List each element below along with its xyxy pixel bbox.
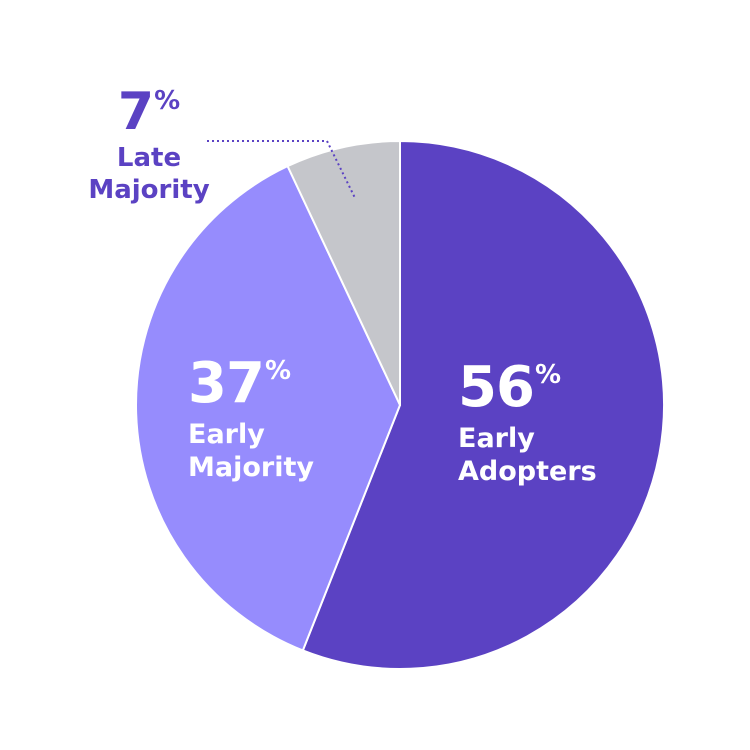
early-adopters-name-line-2: Adopters xyxy=(458,456,597,487)
late-majority-label: 7 % Late Majority xyxy=(84,86,214,206)
late-majority-name-line-1: Late xyxy=(116,143,182,173)
early-majority-percent: 37 xyxy=(188,351,265,416)
pie-slice-early-majority xyxy=(135,165,401,652)
pie-slice-early-adopters xyxy=(301,140,665,670)
early-majority-percent-sign: % xyxy=(264,356,291,386)
late-majority-callout-line xyxy=(207,140,356,199)
early-majority-name-line-2: Majority xyxy=(188,452,314,483)
late-majority-percent: 7 xyxy=(117,82,154,142)
late-majority-name-line-2: Majority xyxy=(88,175,210,205)
early-adopters-percent: 56 xyxy=(458,355,535,420)
early-adopters-label: 56 % Early Adopters xyxy=(458,360,597,488)
late-majority-percent-sign: % xyxy=(154,86,181,116)
early-majority-label: 37 % Early Majority xyxy=(188,356,314,484)
early-adopters-percent-sign: % xyxy=(534,360,561,390)
early-adopters-name-line-1: Early xyxy=(458,423,535,454)
early-majority-name-line-1: Early xyxy=(188,419,265,450)
pie-slice-late-majority xyxy=(286,140,401,406)
pie-slices xyxy=(135,140,665,670)
